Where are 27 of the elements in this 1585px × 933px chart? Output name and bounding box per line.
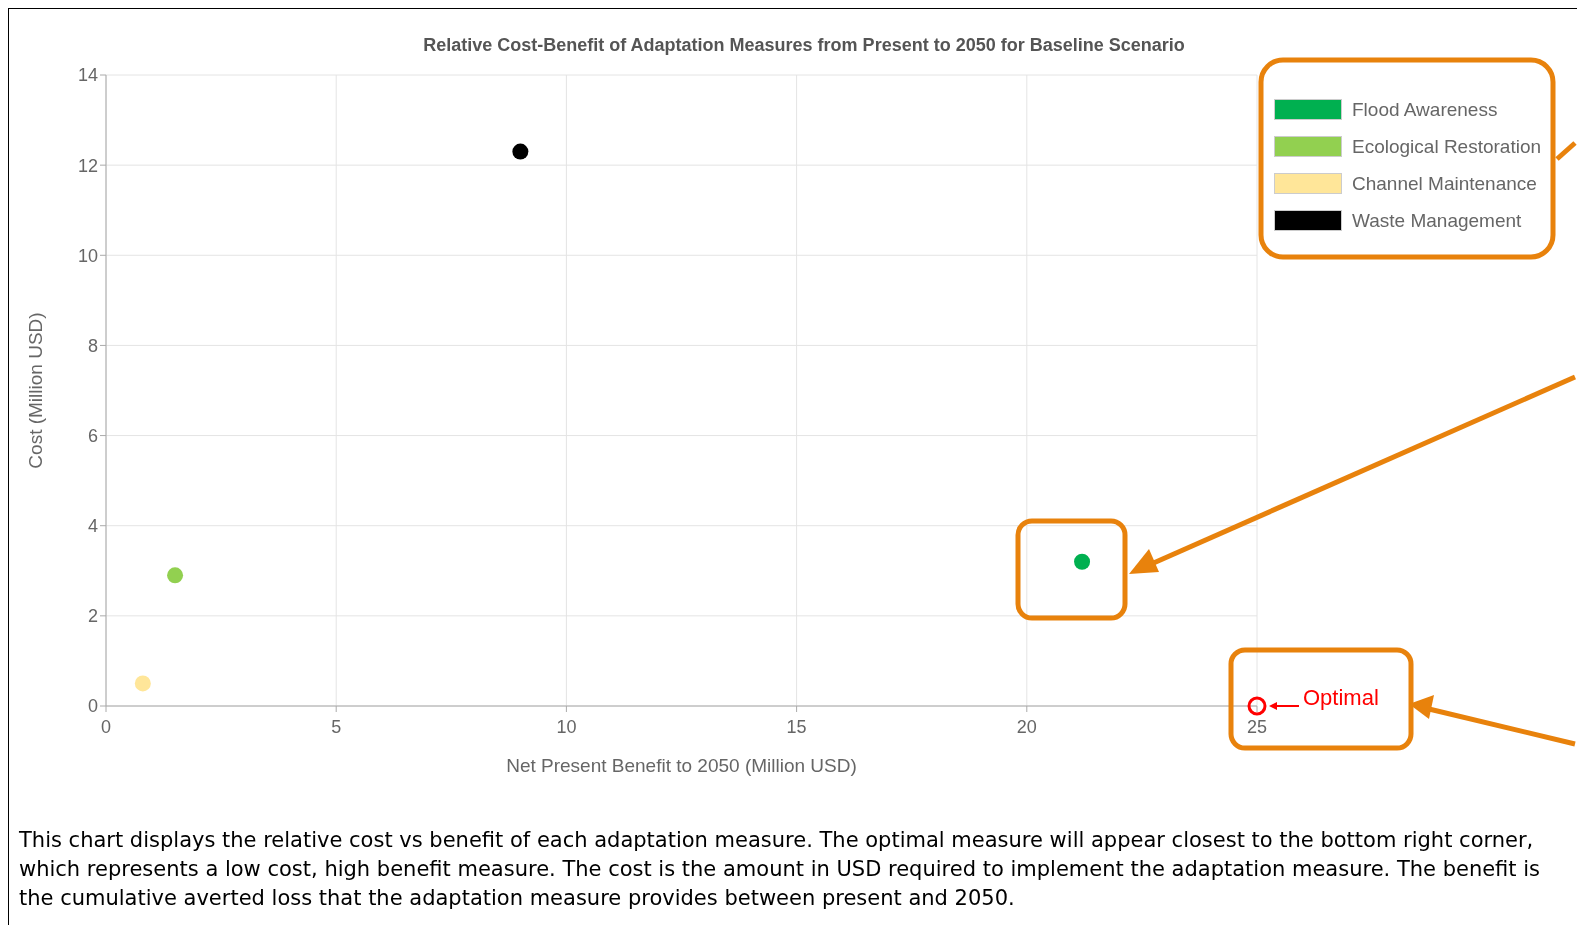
legend-label: Flood Awareness <box>1352 98 1498 121</box>
y-tick-label: 10 <box>77 245 98 266</box>
x-tick-label: 20 <box>1016 716 1037 737</box>
point <box>1074 553 1091 570</box>
y-tick-label: 0 <box>87 696 98 717</box>
legend-label: Waste Management <box>1352 209 1522 232</box>
legend-label: Ecological Restoration <box>1352 135 1542 158</box>
legend-label: Channel Maintenance <box>1352 172 1537 195</box>
annotation: Optimal <box>1303 685 1379 710</box>
x-tick-label: 15 <box>786 716 807 737</box>
x-tick-label: 25 <box>1246 716 1268 737</box>
y-tick-label: 2 <box>87 606 98 627</box>
point <box>512 143 529 160</box>
y-tick-label: 12 <box>77 155 98 176</box>
y-tick-label: 8 <box>87 335 98 356</box>
y-axis-title: Cost (Million USD) <box>24 312 46 469</box>
y-tick-label: 14 <box>77 65 98 86</box>
point <box>134 675 151 692</box>
point <box>167 567 184 584</box>
chart-title: Relative Cost-Benefit of Adaptation Measures from Present to 2050 for Baseline Scenario <box>422 35 1186 56</box>
x-tick-label: 5 <box>331 716 342 737</box>
text: This chart displays the relative cost vs benefit of each adaptation measure. The optimal measure will appear closest to the bottom right corner, which represents a low cost, high benefit measure. The cost is the amount in USD required to implement the adaptation measure. The benefit is the cumulative averted loss that the adaptation measure provides between present and 2050. <box>19 827 1542 912</box>
y-tick-label: 4 <box>87 516 98 537</box>
x-axis-title: Net Present Benefit to 2050 (Million USD) <box>506 755 857 776</box>
x-tick-label: 10 <box>556 716 577 737</box>
y-tick-label: 6 <box>87 425 98 446</box>
x-tick-label: 0 <box>100 716 112 737</box>
